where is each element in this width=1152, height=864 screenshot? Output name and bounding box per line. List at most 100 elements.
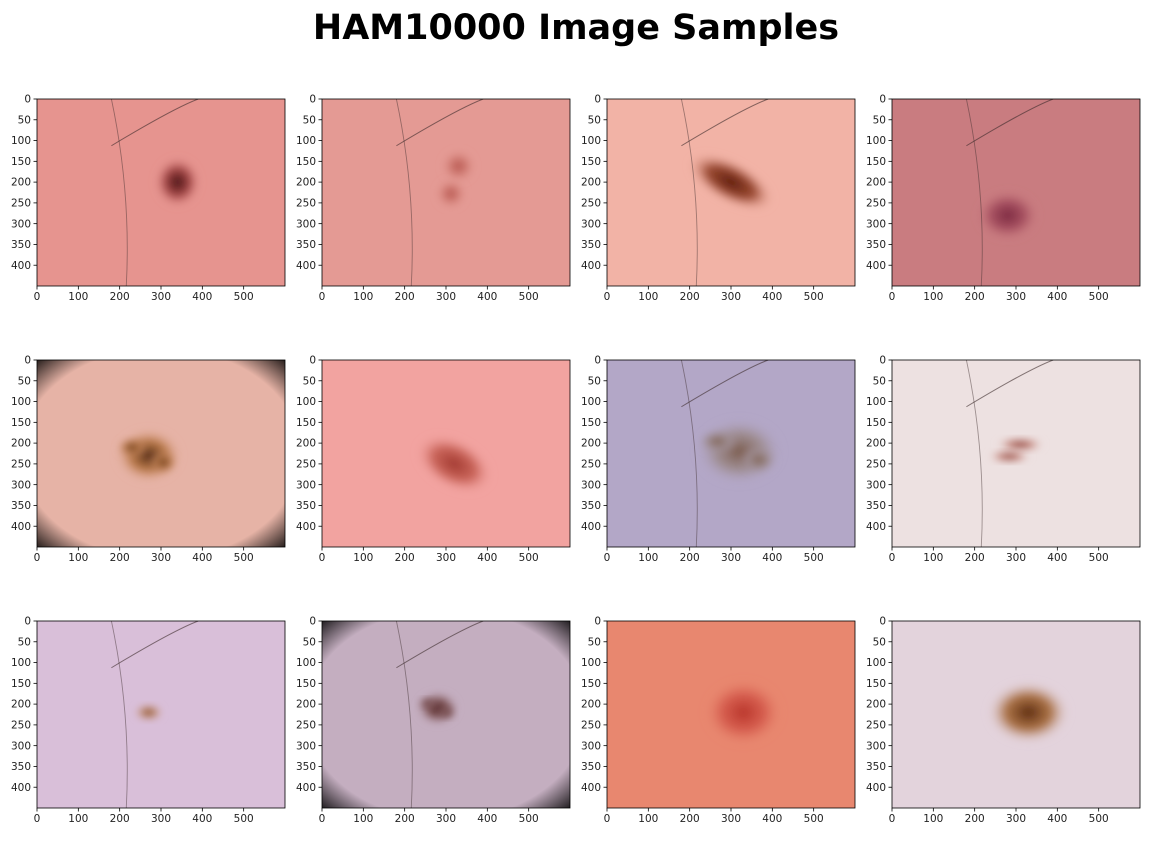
x-tick-label: 400	[192, 291, 212, 303]
y-tick-label: 0	[879, 355, 886, 367]
y-tick-label: 200	[11, 177, 31, 189]
x-tick-label: 300	[1006, 813, 1026, 825]
x-tick-label: 300	[1006, 552, 1026, 564]
y-tick-label: 250	[581, 197, 601, 209]
x-tick-label: 300	[151, 552, 171, 564]
y-tick-label: 350	[296, 761, 316, 773]
y-tick-label: 100	[296, 135, 316, 147]
y-tick-label: 0	[309, 616, 316, 628]
y-tick-label: 350	[11, 239, 31, 251]
y-tick-label: 200	[866, 177, 886, 189]
image-axes: 0 50 100 150 200 250 300 350 400 0 100 200 300 400 500	[866, 355, 1141, 564]
y-tick-label: 350	[866, 761, 886, 773]
x-tick-label: 400	[477, 552, 497, 564]
image-axes: 0 50 100 150 200 250 300 350 400 0 100 200 300 400 500	[866, 616, 1141, 825]
y-tick-label: 250	[296, 197, 316, 209]
y-tick-label: 100	[866, 396, 886, 408]
y-tick-label: 250	[866, 719, 886, 731]
y-tick-label: 150	[11, 417, 31, 429]
x-tick-label: 0	[34, 291, 41, 303]
y-tick-label: 250	[11, 197, 31, 209]
y-tick-label: 100	[866, 657, 886, 669]
x-tick-label: 500	[519, 291, 539, 303]
y-tick-label: 350	[11, 761, 31, 773]
x-tick-label: 400	[762, 552, 782, 564]
dermoscopy-image	[322, 99, 570, 286]
y-tick-label: 250	[866, 197, 886, 209]
x-tick-label: 200	[680, 552, 700, 564]
image-axes: 0 50 100 150 200 250 300 350 400 0 100 200 300 400 500	[296, 94, 571, 303]
x-tick-label: 200	[965, 552, 985, 564]
x-tick-label: 0	[319, 291, 326, 303]
image-axes: 0 50 100 150 200 250 300 350 400 0 100 200 300 400 500	[11, 94, 286, 303]
dermoscopy-image	[892, 99, 1140, 286]
y-tick-label: 50	[873, 636, 886, 648]
y-tick-label: 300	[11, 218, 31, 230]
y-tick-label: 300	[866, 218, 886, 230]
y-tick-label: 0	[24, 616, 31, 628]
x-tick-label: 100	[923, 291, 943, 303]
y-tick-label: 100	[11, 135, 31, 147]
image-panel: 0 50 100 150 200 250 300 350 400 0 100 200 300 400 500	[0, 93, 293, 308]
y-tick-label: 300	[296, 740, 316, 752]
y-tick-label: 200	[296, 699, 316, 711]
y-tick-label: 200	[296, 438, 316, 450]
y-tick-label: 250	[296, 458, 316, 470]
image-axes: 0 50 100 150 200 250 300 350 400 0 100 200 300 400 500	[296, 355, 571, 564]
y-tick-label: 150	[581, 417, 601, 429]
y-tick-label: 150	[11, 678, 31, 690]
x-tick-label: 200	[395, 291, 415, 303]
y-tick-label: 50	[873, 375, 886, 387]
y-tick-label: 350	[581, 761, 601, 773]
y-tick-label: 300	[11, 479, 31, 491]
y-tick-label: 150	[296, 678, 316, 690]
y-tick-label: 200	[11, 699, 31, 711]
dermoscopy-image	[892, 360, 1140, 547]
image-panel: 0 50 100 150 200 250 300 350 400 0 100 200 300 400 500	[285, 354, 578, 569]
y-tick-label: 350	[296, 239, 316, 251]
x-tick-label: 500	[804, 291, 824, 303]
y-tick-label: 150	[11, 156, 31, 168]
x-tick-label: 200	[965, 813, 985, 825]
y-tick-label: 400	[581, 782, 601, 794]
x-tick-label: 400	[762, 291, 782, 303]
x-tick-label: 500	[234, 552, 254, 564]
y-tick-label: 400	[11, 521, 31, 533]
figure-title: HAM10000 Image Samples	[312, 8, 840, 48]
x-tick-label: 500	[1089, 291, 1109, 303]
dermoscopy-image	[892, 621, 1140, 808]
x-tick-label: 300	[1006, 291, 1026, 303]
x-tick-label: 200	[395, 552, 415, 564]
image-panel: 0 50 100 150 200 250 300 350 400 0 100 200 300 400 500	[570, 93, 863, 308]
y-tick-label: 50	[588, 636, 601, 648]
y-tick-label: 300	[296, 479, 316, 491]
image-panel: 0 50 100 150 200 250 300 350 400 0 100 200 300 400 500	[285, 93, 578, 308]
y-tick-label: 150	[581, 156, 601, 168]
x-tick-label: 0	[889, 552, 896, 564]
x-tick-label: 100	[638, 813, 658, 825]
y-tick-label: 0	[594, 94, 601, 106]
image-panel: 0 50 100 150 200 250 300 350 400 0 100 200 300 400 500	[855, 93, 1148, 308]
x-tick-label: 400	[192, 813, 212, 825]
y-tick-label: 250	[11, 458, 31, 470]
y-tick-label: 0	[24, 355, 31, 367]
x-tick-label: 100	[68, 813, 88, 825]
y-tick-label: 300	[866, 740, 886, 752]
x-tick-label: 300	[721, 291, 741, 303]
x-tick-label: 0	[604, 813, 611, 825]
y-tick-label: 150	[866, 678, 886, 690]
dermoscopy-image	[607, 621, 855, 808]
y-tick-label: 200	[866, 438, 886, 450]
y-tick-label: 300	[296, 218, 316, 230]
dermoscopy-image	[37, 621, 285, 808]
x-tick-label: 100	[68, 552, 88, 564]
x-tick-label: 300	[436, 552, 456, 564]
image-axes: 0 50 100 150 200 250 300 350 400 0 100 200 300 400 500	[581, 355, 856, 564]
dermoscopy-image	[322, 360, 570, 547]
y-tick-label: 200	[581, 438, 601, 450]
x-tick-label: 300	[721, 813, 741, 825]
x-tick-label: 300	[151, 291, 171, 303]
dermoscopy-image	[607, 99, 855, 286]
x-tick-label: 0	[319, 813, 326, 825]
image-axes: 0 50 100 150 200 250 300 350 400 0 100 200 300 400 500	[11, 616, 286, 825]
